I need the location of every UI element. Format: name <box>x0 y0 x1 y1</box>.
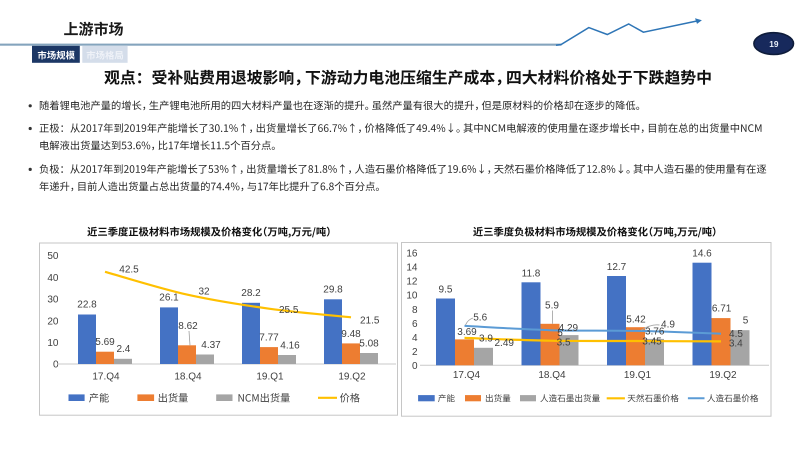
svg-text:19.Q1: 19.Q1 <box>256 372 284 383</box>
svg-text:19: 19 <box>769 39 779 49</box>
svg-text:8.62: 8.62 <box>178 321 198 332</box>
svg-text:5.08: 5.08 <box>359 339 379 350</box>
svg-text:2: 2 <box>412 347 418 358</box>
svg-text:4.37: 4.37 <box>201 340 221 351</box>
svg-text:4.5: 4.5 <box>729 329 743 340</box>
svg-text:21.5: 21.5 <box>360 315 380 326</box>
svg-text:3.69: 3.69 <box>457 327 477 338</box>
svg-text:10: 10 <box>47 338 59 349</box>
svg-text:12: 12 <box>406 277 418 288</box>
svg-text:9.5: 9.5 <box>439 285 453 296</box>
svg-text:5.69: 5.69 <box>95 337 115 348</box>
svg-text:6.71: 6.71 <box>712 304 732 315</box>
svg-text:17.Q4: 17.Q4 <box>92 372 120 383</box>
svg-text:10: 10 <box>406 291 418 302</box>
svg-text:14: 14 <box>406 263 418 274</box>
svg-text:8: 8 <box>412 305 418 316</box>
svg-text:30: 30 <box>47 295 59 306</box>
svg-text:40: 40 <box>47 273 59 284</box>
svg-text:4.16: 4.16 <box>280 341 300 352</box>
svg-text:17.Q4: 17.Q4 <box>453 370 481 381</box>
svg-text:3.9: 3.9 <box>479 333 493 344</box>
svg-text:32: 32 <box>198 287 210 298</box>
svg-text:29.8: 29.8 <box>323 284 343 295</box>
svg-text:5: 5 <box>557 328 563 339</box>
svg-text:5.42: 5.42 <box>626 315 646 326</box>
svg-text:20: 20 <box>47 316 59 327</box>
svg-text:16: 16 <box>406 249 418 260</box>
svg-text:19.Q2: 19.Q2 <box>709 370 737 381</box>
svg-text:4.29: 4.29 <box>559 323 579 334</box>
svg-text:12.7: 12.7 <box>607 262 627 273</box>
svg-text:18.Q4: 18.Q4 <box>538 370 566 381</box>
svg-text:26.1: 26.1 <box>159 292 179 303</box>
svg-text:4.9: 4.9 <box>661 320 675 331</box>
svg-text:28.2: 28.2 <box>241 288 261 299</box>
svg-text:18.Q4: 18.Q4 <box>174 372 202 383</box>
svg-text:5.9: 5.9 <box>545 300 559 311</box>
svg-text:3.76: 3.76 <box>645 326 665 337</box>
svg-text:19.Q2: 19.Q2 <box>338 372 366 383</box>
svg-text:14.6: 14.6 <box>692 249 712 260</box>
svg-text:0: 0 <box>53 360 59 371</box>
svg-text:7.77: 7.77 <box>259 333 279 344</box>
svg-text:22.8: 22.8 <box>77 300 97 311</box>
svg-text:5.6: 5.6 <box>473 313 487 324</box>
svg-text:19.Q1: 19.Q1 <box>624 370 652 381</box>
svg-text:3.5: 3.5 <box>557 338 571 349</box>
svg-text:0: 0 <box>412 361 418 372</box>
svg-text:3.45: 3.45 <box>642 337 662 348</box>
svg-text:25.5: 25.5 <box>279 305 299 316</box>
svg-text:6: 6 <box>412 319 418 330</box>
svg-text:11.8: 11.8 <box>522 268 541 279</box>
svg-text:42.5: 42.5 <box>119 265 139 276</box>
svg-text:2.49: 2.49 <box>495 338 515 349</box>
svg-text:9.48: 9.48 <box>341 329 361 340</box>
svg-text:5: 5 <box>743 316 749 327</box>
svg-text:3.4: 3.4 <box>729 339 743 350</box>
svg-text:2.4: 2.4 <box>116 344 130 355</box>
svg-text:50: 50 <box>47 251 59 262</box>
svg-text:4: 4 <box>412 333 418 344</box>
